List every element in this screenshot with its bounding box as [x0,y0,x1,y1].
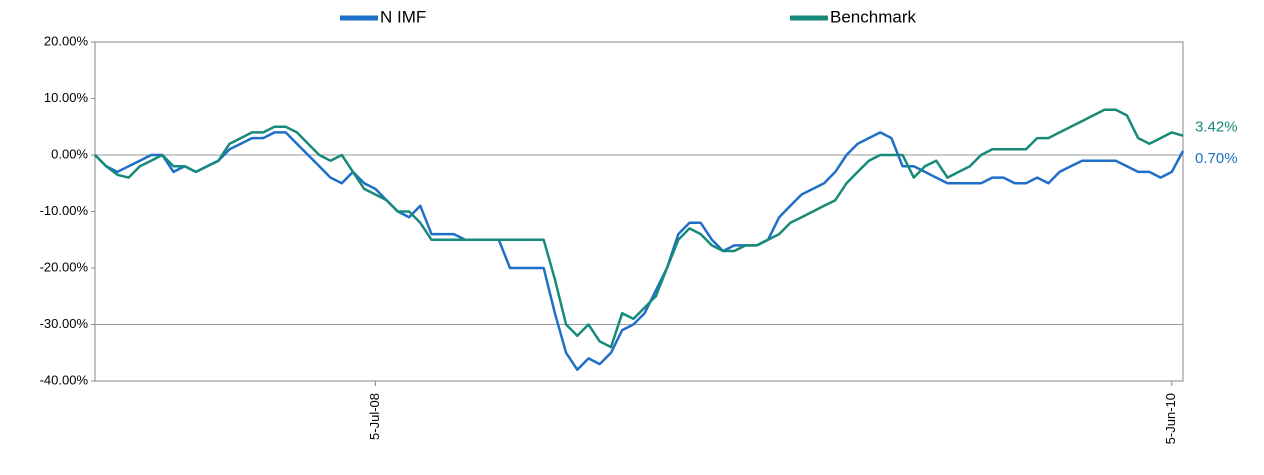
y-tick-label: -40.00% [40,372,89,387]
x-tick-label: 5-Jul-08 [367,393,382,440]
y-tick-label: 20.00% [44,33,89,48]
value-label: 0.70% [1195,150,1238,167]
legend-label: Benchmark [830,7,916,26]
y-tick-label: -30.00% [40,316,89,331]
plot-frame [94,41,1184,382]
legend-label: N IMF [380,7,426,26]
series-line [94,131,1185,371]
y-tick-label: -20.00% [40,259,89,274]
y-tick-label: 0.00% [51,146,88,161]
x-tick-label: 5-Jun-10 [1163,393,1178,444]
y-tick-label: 10.00% [44,90,89,105]
series-line [94,108,1184,349]
value-label: 3.42% [1195,119,1238,136]
y-tick-label: -10.00% [40,203,89,218]
